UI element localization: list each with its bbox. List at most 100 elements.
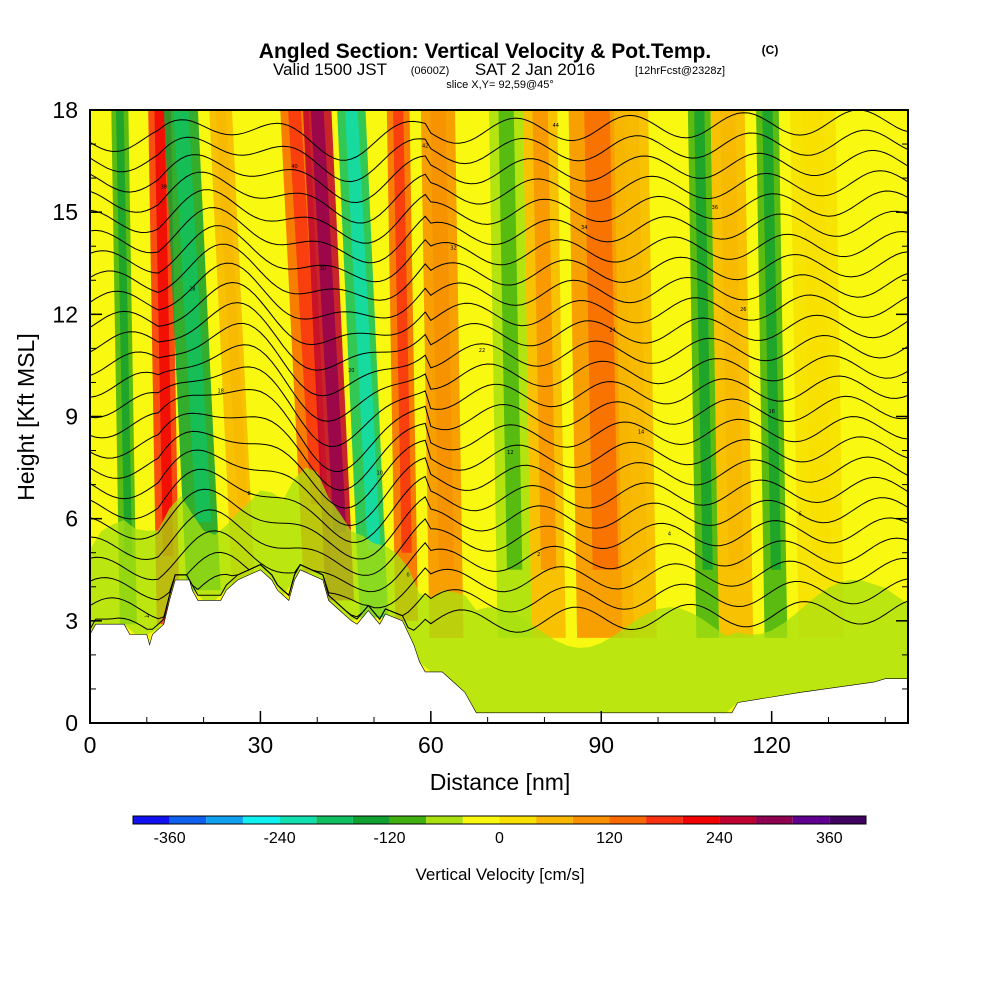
isentrope-line-4 (90, 509, 908, 576)
velocity-band-core-5 (310, 110, 347, 533)
colorbar-tick-label-0: -360 (154, 830, 186, 847)
velocity-band-core-8 (430, 110, 455, 570)
isentrope-label-22: 40 (291, 164, 297, 170)
colorbar-swatch-14 (646, 816, 683, 824)
colorbar-tick-label-1: -240 (264, 830, 296, 847)
colorbar-swatch-10 (499, 816, 537, 824)
colorbar-swatch-13 (609, 816, 647, 824)
colorbar-swatch-1 (169, 816, 207, 824)
x-axis-label: Distance [nm] (430, 769, 571, 795)
colorbar-tick-label-4: 120 (596, 830, 623, 847)
colorbar-swatch-17 (756, 816, 793, 824)
colorbar-title: Vertical Velocity [cm/s] (415, 865, 584, 884)
y-tick-label-0: 0 (65, 710, 78, 736)
y-tick-label-3: 3 (65, 608, 78, 634)
isentrope-label-20: 36 (712, 205, 718, 211)
colorbar-swatch-3 (242, 816, 280, 824)
x-tick-label-60: 60 (418, 732, 444, 758)
colorbar: -360 -240 -120 0 120 240 360 (132, 815, 867, 847)
isentrope-label-0: -4 (144, 613, 149, 619)
y-tick-label-9: 9 (65, 404, 78, 430)
isentrope-line-13 (90, 322, 908, 397)
isentrope-line-22 (90, 149, 908, 204)
isentrope-line-8 (90, 430, 908, 509)
isentrope-label-17: 30 (320, 266, 326, 272)
chart-subtitle-forecast: [12hrFcst@2328z] (635, 65, 725, 77)
isentrope-line-12 (90, 344, 908, 422)
colorbar-tick-label-6: 360 (816, 830, 843, 847)
colorbar-swatch-7 (389, 816, 427, 824)
chart-title-units-badge: (C) (762, 43, 779, 57)
colorbar-tick-label-5: 240 (706, 830, 733, 847)
y-tick-label-12: 12 (52, 301, 78, 327)
colorbar-swatch-9 (462, 816, 500, 824)
x-tick-label-0: 0 (84, 732, 97, 758)
colorbar-frame (132, 815, 867, 825)
isentrope-line-9 (90, 412, 908, 491)
x-tick-label-120: 120 (752, 732, 790, 758)
isentrope-label-16: 28 (189, 286, 195, 292)
velocity-band-core-10 (532, 110, 557, 570)
chart-subtitle-slice: slice X,Y= 92,59@45° (446, 79, 554, 91)
isentrope-line-0 (90, 563, 908, 633)
isentrope-line-14 (90, 302, 908, 371)
terrain-layer (90, 569, 908, 723)
velocity-band-core-16 (802, 110, 832, 570)
isentropes-layer: -4-2024681012141618202224262830323436384… (90, 110, 908, 633)
isentrope-line-16 (90, 262, 908, 320)
velocity-band-core-12 (623, 110, 648, 570)
colorbar-swatch-2 (206, 816, 243, 824)
isentrope-label-13: 22 (479, 348, 485, 354)
colorbar-swatch-0 (133, 816, 170, 824)
chart-subtitle-utc: (0600Z) (411, 65, 450, 77)
isentrope-label-23: 42 (422, 143, 428, 149)
colorbar-swatch-8 (426, 816, 463, 824)
velocity-band-core-4 (288, 110, 324, 505)
isentrope-line-17 (90, 243, 908, 301)
isentrope-label-15: 26 (740, 307, 746, 313)
y-tick-label-6: 6 (65, 506, 78, 532)
terrain (90, 569, 908, 723)
isentrope-line-1 (90, 563, 908, 620)
y-axis-label: Height [Kft MSL] (13, 333, 39, 500)
chart-subtitle-date: SAT 2 Jan 2016 (475, 60, 595, 79)
velocity-band-core-14 (719, 110, 744, 570)
colorbar-swatch-16 (719, 816, 757, 824)
isentrope-line-21 (90, 170, 908, 224)
isentrope-line-23 (90, 129, 908, 183)
x-axis: 0 30 60 90 120 (84, 711, 886, 758)
isentrope-line-11 (90, 366, 908, 448)
colorbar-tick-label-3: 0 (495, 830, 504, 847)
colorbar-tick-label-2: -120 (374, 830, 406, 847)
isentrope-label-3: 2 (537, 552, 540, 558)
isentrope-line-10 (90, 388, 908, 473)
velocity-band-core-3 (215, 110, 249, 517)
isentrope-label-9: 14 (638, 430, 644, 436)
isentrope-label-8: 12 (507, 450, 513, 456)
velocity-band-core-13 (694, 110, 713, 570)
colorbar-swatch-19 (829, 816, 866, 824)
isentrope-label-11: 18 (217, 389, 223, 395)
isentrope-line-19 (90, 207, 908, 264)
isentrope-line-24 (90, 110, 908, 161)
isentrope-label-19: 34 (581, 225, 587, 231)
isentrope-label-18: 32 (450, 246, 456, 252)
low-level-updraft-layer (90, 467, 908, 713)
y-tick-label-18: 18 (52, 97, 78, 123)
colorbar-swatch-11 (536, 816, 573, 824)
isentrope-label-5: 6 (798, 511, 801, 517)
colorbar-swatch-18 (792, 816, 830, 824)
velocity-band-core-15 (762, 110, 782, 570)
plot-area: -4-2024681012141618202224262830323436384… (90, 110, 908, 723)
isentrope-line-15 (90, 281, 908, 346)
chart-subtitle-valid: Valid 1500 JST (273, 60, 387, 79)
isentrope-label-24: 44 (553, 123, 559, 129)
isentrope-label-7: 10 (377, 470, 383, 476)
isentrope-line-3 (90, 530, 908, 593)
x-tick-label-90: 90 (588, 732, 614, 758)
colorbar-swatch-4 (279, 816, 317, 824)
isentrope-label-2: 0 (407, 573, 410, 579)
y-tick-label-15: 15 (52, 199, 78, 225)
